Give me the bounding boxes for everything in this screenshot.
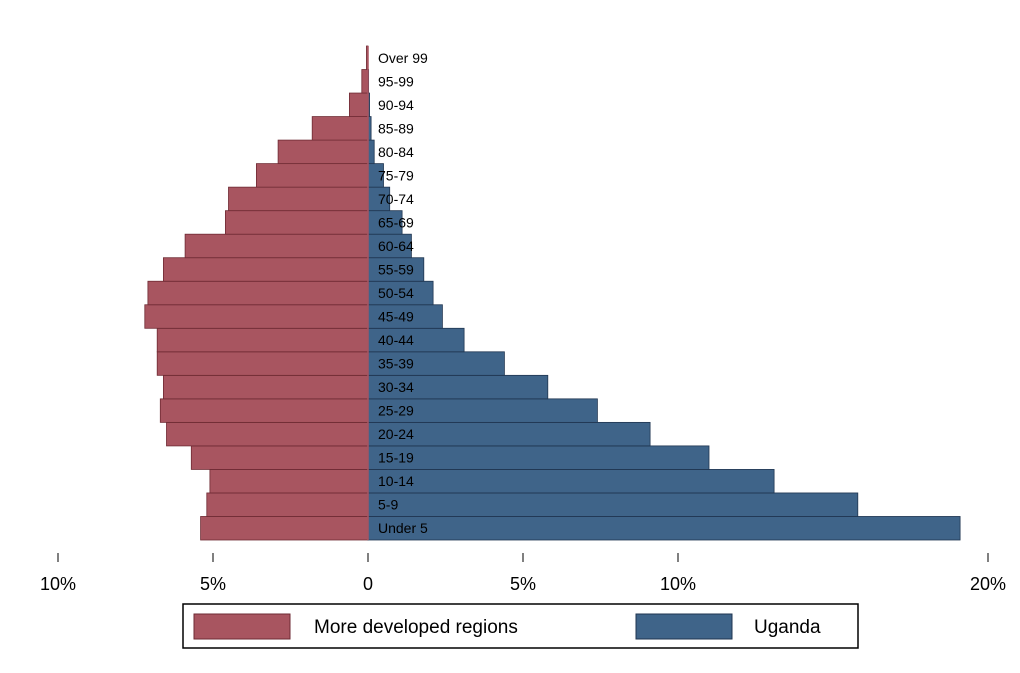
age-group-labels: Under 5 5-9 10-14 15-19 20-24 25-29 30-34 35-39… <box>378 50 428 536</box>
age-group-label: 20-24 <box>378 426 414 442</box>
bar-more-developed-50-54 <box>147 280 369 306</box>
age-group-label: 50-54 <box>378 285 414 301</box>
age-group-label: 75-79 <box>378 167 414 183</box>
bar-more-developed-85-89 <box>311 116 369 141</box>
bar-uganda-10-14 <box>367 469 775 494</box>
age-group-label: 5-9 <box>378 497 398 513</box>
age-group-label: 80-84 <box>378 144 414 160</box>
x-tick-label: 10% <box>40 574 76 594</box>
age-group-label: 30-34 <box>378 379 414 395</box>
bar-more-developed-80-84 <box>277 139 369 165</box>
age-group-label: 90-94 <box>378 97 414 113</box>
bar-more-developed-70-74 <box>228 186 369 212</box>
bar-uganda-15-19 <box>367 445 710 470</box>
x-tick-label: 20% <box>970 574 1006 594</box>
bar-more-developed-40-44 <box>156 327 369 353</box>
age-group-label: 65-69 <box>378 214 414 230</box>
age-group-label: 15-19 <box>378 450 414 466</box>
bar-more-developed-65-69 <box>224 210 369 235</box>
age-group-label: Under 5 <box>378 520 428 536</box>
bar-more-developed-25-29 <box>159 398 369 423</box>
legend-label-more-developed: More developed regions <box>314 617 518 638</box>
bar-more-developed-45-49 <box>144 304 369 329</box>
x-tick-label: 5% <box>510 574 536 594</box>
age-group-label: 55-59 <box>378 261 414 277</box>
bar-more-developed-15-19 <box>190 445 369 470</box>
legend-key-uganda <box>635 613 733 640</box>
x-tick-label: 5% <box>200 574 226 594</box>
age-group-label: 60-64 <box>378 238 414 254</box>
age-group-label: 35-39 <box>378 356 414 372</box>
bar-uganda-80-84 <box>367 139 375 165</box>
age-group-label: Over 99 <box>378 50 428 66</box>
x-tick-label: 10% <box>660 574 696 594</box>
legend-key-more-developed <box>193 613 291 640</box>
legend-label-uganda: Uganda <box>754 617 821 638</box>
bar-more-developed-90-94 <box>348 92 369 117</box>
age-group-label: 25-29 <box>378 403 414 419</box>
age-group-label: 45-49 <box>378 309 414 325</box>
bar-more-developed-55-59 <box>162 257 369 282</box>
age-group-label: 95-99 <box>378 73 414 89</box>
age-group-label: 10-14 <box>378 473 414 489</box>
age-group-label: 40-44 <box>378 332 414 348</box>
x-axis: 10% 5% 0 5% 10% 20% <box>40 553 1006 594</box>
age-group-label: 85-89 <box>378 120 414 136</box>
bar-more-developed-60-64 <box>184 233 369 259</box>
series-uganda-bars <box>367 69 961 541</box>
bar-uganda-5-9 <box>367 492 859 517</box>
bar-more-developed-75-79 <box>255 163 369 188</box>
bar-more-developed-20-24 <box>166 421 369 447</box>
age-group-label: 70-74 <box>378 191 414 207</box>
bar-more-developed-5-9 <box>206 492 369 517</box>
legend: More developed regions Uganda <box>182 603 859 649</box>
bar-more-developed-95-99 <box>361 69 369 94</box>
bar-uganda-Under 5 <box>367 516 961 541</box>
bar-more-developed-30-34 <box>162 374 369 400</box>
bar-more-developed-Under 5 <box>200 516 369 541</box>
bar-more-developed-10-14 <box>209 469 369 494</box>
legend-box <box>182 603 859 649</box>
x-tick-label: 0 <box>363 574 373 594</box>
series-more-developed-bars <box>144 45 369 541</box>
bar-more-developed-35-39 <box>156 351 369 376</box>
